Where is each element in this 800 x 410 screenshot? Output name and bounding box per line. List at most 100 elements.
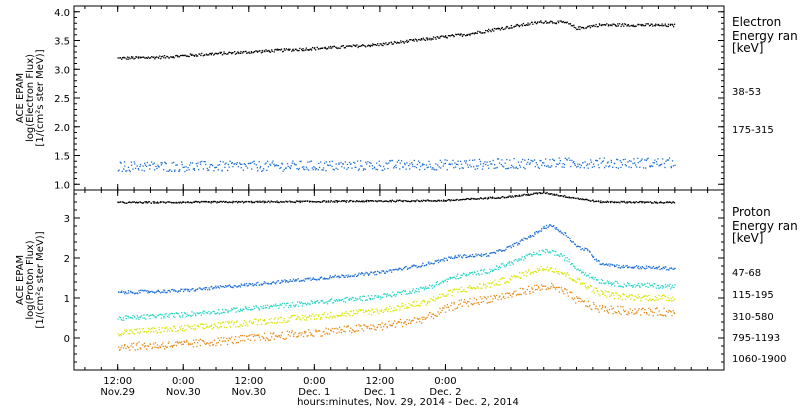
data-point	[302, 335, 305, 338]
data-point	[397, 269, 399, 271]
data-point	[660, 285, 662, 287]
data-point	[625, 202, 627, 204]
data-point	[153, 56, 155, 58]
data-point	[632, 24, 635, 26]
data-point	[224, 309, 227, 311]
data-point	[618, 264, 620, 267]
data-point	[192, 54, 194, 56]
data-point	[506, 26, 509, 28]
data-point	[588, 199, 590, 202]
data-point	[448, 199, 450, 201]
data-point	[172, 345, 174, 347]
data-point	[669, 201, 672, 204]
data-point	[488, 255, 490, 257]
data-point	[590, 25, 592, 27]
data-point	[215, 344, 217, 347]
data-point	[565, 22, 568, 24]
y-axis-title: ACE EPAMlog(Proton Flux)[1/(cm²s ster Me…	[15, 231, 46, 328]
data-point	[396, 42, 398, 44]
data-point	[367, 44, 370, 46]
data-point	[559, 255, 561, 258]
data-point	[446, 159, 448, 162]
data-point	[540, 20, 542, 22]
data-point	[566, 292, 569, 294]
data-point	[658, 165, 660, 167]
data-point	[259, 318, 261, 321]
data-point	[601, 23, 603, 26]
data-point	[415, 265, 417, 267]
data-point	[352, 201, 354, 203]
data-point	[168, 170, 170, 172]
data-point	[443, 307, 445, 309]
data-point	[445, 200, 448, 202]
data-point	[213, 54, 215, 56]
data-point	[604, 201, 606, 203]
data-point	[209, 345, 211, 347]
data-point	[415, 39, 418, 41]
data-point	[210, 312, 213, 314]
data-point	[342, 200, 345, 202]
data-point	[549, 159, 551, 161]
legend-entry: 795-1193	[732, 333, 780, 344]
data-point	[180, 202, 183, 204]
data-point	[175, 290, 177, 293]
data-point	[213, 323, 216, 325]
data-point	[397, 41, 400, 44]
data-point	[241, 310, 243, 312]
data-point	[493, 167, 495, 170]
data-point	[580, 198, 582, 200]
x-tick-label-date: Nov.29	[100, 387, 135, 398]
data-point	[147, 56, 149, 58]
data-point	[533, 192, 535, 194]
data-point	[402, 40, 404, 43]
data-point	[353, 331, 356, 333]
data-point	[124, 315, 126, 317]
data-point	[338, 200, 340, 202]
x-tick-label-date: Dec. 1	[298, 387, 330, 398]
data-point	[128, 56, 130, 59]
data-point	[596, 260, 598, 262]
data-point	[215, 312, 218, 315]
data-point	[467, 33, 469, 36]
data-point	[615, 312, 617, 314]
data-point	[128, 333, 131, 335]
data-point	[288, 306, 290, 309]
data-point	[350, 298, 353, 300]
data-point	[323, 330, 325, 333]
data-point	[226, 343, 229, 346]
data-point	[171, 162, 173, 164]
data-point	[258, 308, 260, 310]
data-point	[672, 165, 675, 167]
data-point	[259, 339, 262, 341]
data-point	[647, 157, 649, 160]
data-point	[204, 342, 206, 344]
data-point	[636, 265, 638, 267]
data-point	[331, 327, 333, 330]
data-point	[234, 285, 236, 287]
data-point	[426, 39, 429, 41]
data-point	[163, 55, 166, 57]
data-point	[673, 268, 675, 270]
data-point	[185, 329, 187, 331]
data-point	[551, 225, 553, 228]
data-point	[227, 202, 229, 204]
data-point	[562, 162, 564, 165]
data-point	[594, 307, 597, 310]
data-point	[143, 331, 145, 333]
data-point	[247, 338, 249, 340]
data-point	[228, 337, 230, 339]
data-point	[479, 197, 482, 199]
data-point	[188, 343, 190, 346]
data-point	[220, 312, 222, 314]
data-point	[528, 194, 530, 196]
data-point	[466, 34, 468, 36]
data-point	[663, 162, 666, 165]
data-point	[327, 333, 329, 335]
data-point	[253, 160, 255, 162]
data-point	[587, 300, 590, 303]
data-point	[411, 319, 413, 322]
data-point	[599, 295, 601, 297]
data-point	[438, 284, 440, 286]
data-point	[543, 225, 545, 228]
data-point	[382, 169, 384, 171]
